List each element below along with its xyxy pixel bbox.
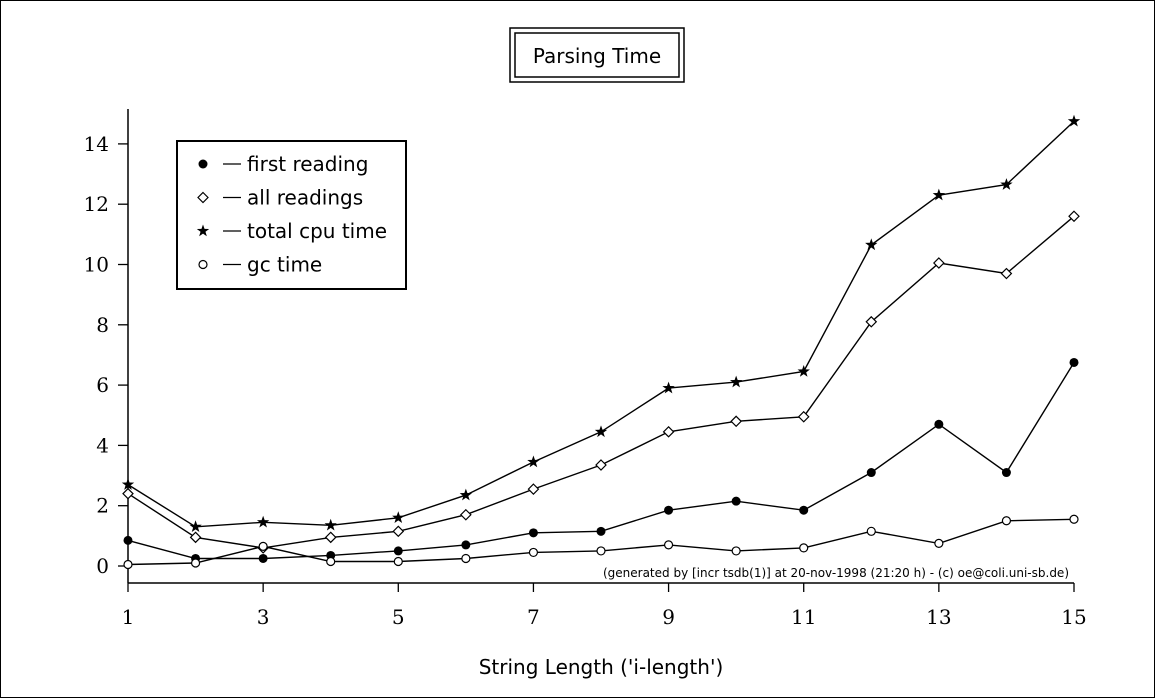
data-point (934, 419, 944, 429)
x-tick-label: 11 (791, 605, 816, 629)
data-point (1001, 468, 1011, 478)
data-point (1000, 178, 1013, 190)
data-point (934, 538, 944, 548)
legend-label: gc time (247, 253, 322, 277)
series-all-readings (122, 210, 1080, 554)
x-tick-label: 9 (662, 605, 675, 629)
data-point (190, 558, 201, 568)
data-point (123, 559, 133, 570)
x-tick-label: 13 (926, 605, 951, 629)
chart-title: Parsing Time (533, 44, 661, 68)
legend-marker (198, 159, 208, 169)
x-axis-label: String Length ('i-length') (479, 655, 724, 679)
data-point (1000, 267, 1013, 280)
series-total-cpu-time (121, 114, 1081, 533)
data-point (797, 365, 810, 377)
data-point (122, 487, 134, 500)
title-box: Parsing Time (509, 27, 685, 83)
legend-marker (196, 224, 210, 237)
data-point (596, 526, 606, 536)
y-tick-label: 14 (84, 132, 109, 156)
data-point (326, 556, 336, 567)
data-point (527, 455, 540, 468)
data-point (1069, 514, 1079, 524)
data-point (324, 531, 337, 544)
data-point (594, 425, 608, 438)
legend: first reading all readings total cpu time g… (176, 140, 407, 290)
data-point (866, 526, 876, 536)
data-point (258, 541, 268, 552)
data-point (123, 535, 133, 545)
data-point (461, 540, 471, 550)
data-point (663, 540, 674, 550)
data-point (799, 505, 809, 515)
y-tick-label: 2 (96, 494, 109, 518)
data-point (393, 556, 403, 567)
y-axis-ticks: 0 2 4 6 8 10 12 14 (84, 132, 128, 578)
x-tick-label: 7 (527, 605, 540, 629)
legend-box (176, 140, 407, 290)
legend-marker (197, 191, 209, 204)
data-point (258, 553, 268, 563)
data-point (664, 505, 674, 515)
data-point (797, 410, 810, 423)
data-point (121, 478, 135, 490)
x-tick-label: 1 (122, 605, 135, 629)
y-tick-label: 4 (96, 433, 109, 457)
generated-note: (generated by [incr tsdb(1)] at 20-nov-1… (603, 566, 1069, 580)
data-point (528, 547, 539, 558)
x-tick-label: 15 (1061, 605, 1086, 629)
data-point (392, 525, 405, 538)
x-tick-label: 5 (392, 605, 405, 629)
data-point (1068, 210, 1080, 223)
y-tick-label: 8 (96, 313, 109, 337)
data-point (730, 415, 742, 428)
x-tick-label: 3 (257, 605, 270, 629)
data-point (460, 508, 472, 521)
data-point (1067, 114, 1081, 127)
data-point (933, 257, 945, 269)
title-inner-border (514, 32, 680, 78)
data-point (729, 375, 743, 388)
data-point (256, 515, 270, 528)
data-point (865, 315, 878, 328)
data-point (932, 188, 946, 201)
legend-label: all readings (247, 186, 363, 210)
data-point (527, 483, 540, 495)
data-point (528, 528, 538, 538)
data-point (459, 488, 473, 501)
data-point (731, 546, 741, 556)
data-point (393, 546, 403, 556)
data-point (595, 459, 607, 471)
data-point (596, 546, 606, 556)
x-axis-ticks: 1 3 5 7 9 11 13 15 (122, 583, 1087, 629)
legend-label: total cpu time (247, 219, 387, 243)
y-tick-label: 0 (96, 554, 109, 578)
data-point (461, 553, 471, 564)
series-layer (121, 114, 1081, 570)
data-point (189, 531, 202, 544)
legend-marker (198, 259, 208, 270)
legend-label: first reading (247, 152, 368, 176)
series-gc-time (123, 514, 1079, 570)
y-tick-label: 6 (96, 373, 109, 397)
data-point (324, 518, 337, 531)
data-point (1001, 516, 1012, 526)
y-tick-label: 10 (84, 253, 109, 277)
data-point (662, 381, 675, 394)
data-point (662, 425, 675, 438)
data-point (189, 520, 202, 533)
data-point (1069, 357, 1079, 367)
data-point (866, 468, 876, 478)
data-point (731, 496, 741, 506)
data-point (865, 238, 878, 251)
data-point (392, 511, 405, 524)
data-point (799, 543, 809, 553)
y-tick-label: 12 (84, 192, 109, 216)
series-first-reading (123, 357, 1079, 563)
